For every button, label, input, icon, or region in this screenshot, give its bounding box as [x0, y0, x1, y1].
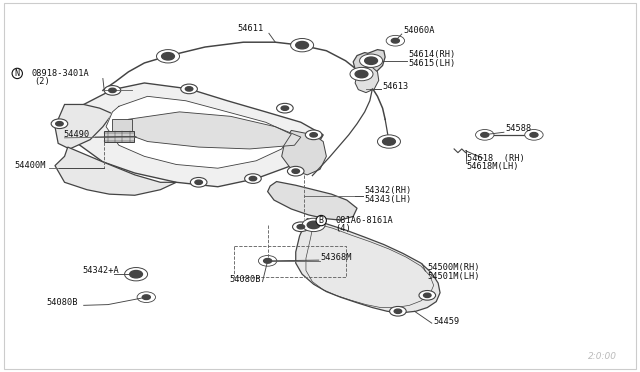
Circle shape: [104, 86, 121, 95]
Text: 54615(LH): 54615(LH): [408, 58, 456, 68]
Circle shape: [190, 177, 207, 187]
Circle shape: [195, 180, 202, 185]
Circle shape: [481, 132, 489, 137]
Circle shape: [394, 309, 402, 314]
Circle shape: [281, 106, 289, 110]
Circle shape: [180, 84, 197, 94]
Circle shape: [350, 67, 373, 81]
Circle shape: [264, 259, 271, 263]
Circle shape: [296, 41, 308, 49]
Circle shape: [360, 54, 383, 67]
Text: N: N: [15, 69, 20, 78]
Polygon shape: [55, 147, 176, 195]
Circle shape: [276, 103, 293, 113]
Text: B: B: [319, 216, 324, 225]
Polygon shape: [353, 49, 385, 73]
Polygon shape: [113, 119, 132, 138]
Circle shape: [378, 135, 401, 148]
Circle shape: [391, 38, 399, 43]
Circle shape: [137, 292, 156, 302]
Text: 081A6-8161A: 081A6-8161A: [335, 216, 393, 225]
Text: 54080B: 54080B: [47, 298, 78, 307]
Circle shape: [130, 270, 143, 278]
Circle shape: [292, 169, 300, 173]
Circle shape: [157, 49, 179, 63]
Circle shape: [310, 133, 317, 137]
Text: 54500M(RH): 54500M(RH): [428, 263, 480, 273]
Text: 54614(RH): 54614(RH): [408, 50, 456, 59]
Text: 54618M(LH): 54618M(LH): [467, 162, 520, 171]
Circle shape: [297, 225, 305, 229]
Circle shape: [355, 70, 368, 78]
Circle shape: [365, 57, 378, 64]
Text: 54343(LH): 54343(LH): [365, 195, 412, 203]
Polygon shape: [355, 67, 379, 93]
Text: 54080B: 54080B: [229, 275, 261, 284]
Circle shape: [530, 132, 538, 137]
Text: 54342(RH): 54342(RH): [365, 186, 412, 195]
Circle shape: [424, 293, 431, 298]
Polygon shape: [268, 182, 357, 220]
Circle shape: [292, 222, 309, 232]
Text: 54613: 54613: [383, 82, 409, 91]
Circle shape: [244, 174, 261, 183]
Text: 54611: 54611: [237, 24, 263, 33]
Text: 54060A: 54060A: [403, 26, 435, 35]
Polygon shape: [68, 83, 323, 187]
Circle shape: [383, 138, 396, 145]
Circle shape: [291, 38, 314, 52]
Circle shape: [109, 88, 116, 93]
Circle shape: [56, 122, 63, 126]
Polygon shape: [122, 112, 301, 149]
Circle shape: [259, 256, 277, 266]
Polygon shape: [296, 219, 440, 313]
Polygon shape: [104, 131, 134, 142]
Circle shape: [305, 130, 322, 140]
Circle shape: [249, 176, 257, 181]
Text: (2): (2): [34, 77, 50, 86]
Circle shape: [386, 35, 404, 46]
Circle shape: [525, 129, 543, 140]
Circle shape: [419, 291, 436, 300]
Text: 54618  (RH): 54618 (RH): [467, 154, 525, 163]
Text: 54501M(LH): 54501M(LH): [428, 272, 480, 280]
Text: (4): (4): [335, 224, 351, 233]
Polygon shape: [55, 105, 113, 149]
Circle shape: [287, 166, 304, 176]
Circle shape: [186, 87, 193, 91]
Circle shape: [302, 218, 325, 232]
Text: 54459: 54459: [434, 317, 460, 326]
Text: 54342+A: 54342+A: [83, 266, 119, 275]
Text: 54368M: 54368M: [320, 253, 351, 262]
Circle shape: [162, 52, 174, 60]
Text: 08918-3401A: 08918-3401A: [31, 69, 89, 78]
Text: 54400M: 54400M: [15, 161, 46, 170]
Circle shape: [142, 295, 150, 299]
Polygon shape: [106, 96, 291, 168]
Circle shape: [390, 307, 406, 316]
Circle shape: [307, 221, 320, 229]
Circle shape: [125, 267, 148, 281]
Text: 54490: 54490: [63, 130, 90, 139]
Text: 2:0:00: 2:0:00: [588, 352, 617, 361]
Circle shape: [51, 119, 68, 129]
Text: 54588: 54588: [505, 124, 531, 133]
Polygon shape: [282, 131, 326, 175]
Circle shape: [476, 129, 494, 140]
